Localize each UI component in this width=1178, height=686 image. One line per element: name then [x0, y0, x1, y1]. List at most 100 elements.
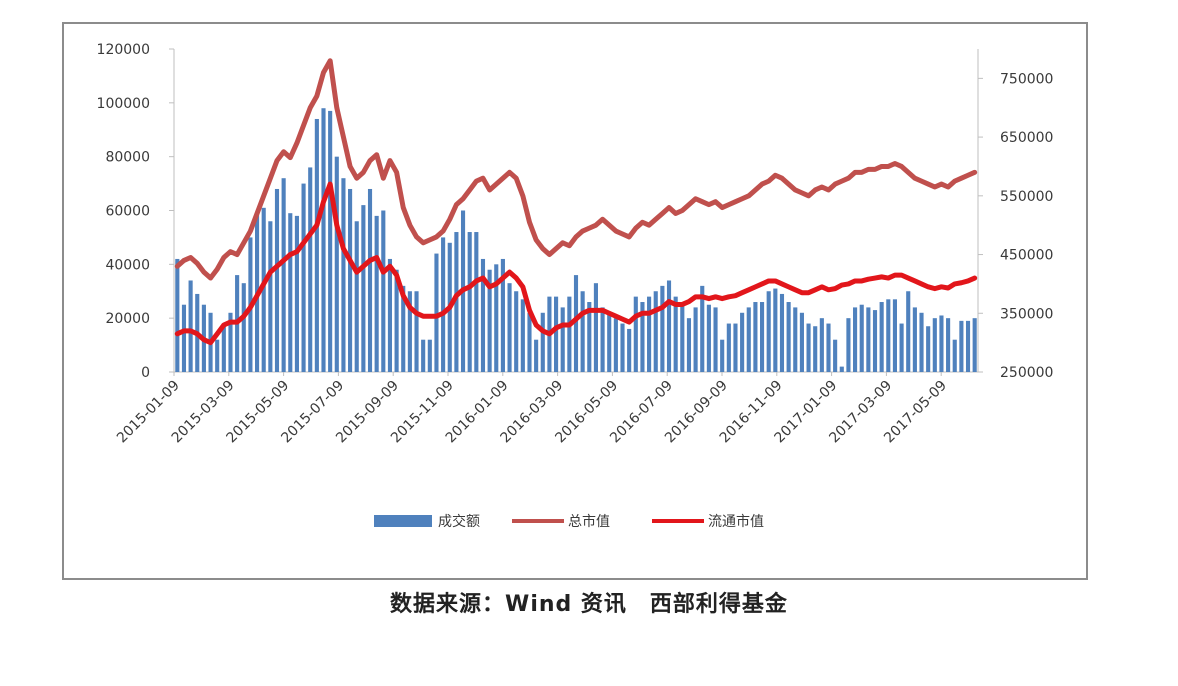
bar	[587, 302, 592, 372]
bar	[806, 323, 811, 372]
line-total-market-value	[174, 58, 978, 281]
bar	[759, 302, 765, 372]
bar	[899, 323, 904, 372]
bar	[367, 188, 373, 372]
bar	[560, 307, 565, 372]
bar	[753, 302, 758, 372]
bar	[700, 285, 705, 372]
bar	[215, 339, 220, 372]
bar	[713, 307, 718, 372]
bar	[620, 323, 625, 372]
bar	[819, 318, 824, 372]
bar	[361, 205, 366, 372]
bar	[593, 283, 598, 372]
bar	[261, 207, 266, 372]
left-tick-label: 40000	[105, 257, 150, 273]
bar	[228, 312, 233, 372]
bar	[441, 237, 446, 372]
bar	[859, 304, 864, 372]
bar	[779, 293, 785, 372]
bar	[334, 156, 339, 372]
bar	[833, 339, 838, 372]
bar	[607, 312, 612, 372]
bar	[939, 315, 944, 372]
bar	[181, 304, 187, 372]
bar	[580, 291, 585, 372]
bar	[474, 232, 479, 372]
bar	[487, 269, 492, 372]
tick-labels: 0 20000 40000 60000 80000 100000 120000 250000 3…	[97, 42, 1054, 446]
bar	[720, 339, 725, 372]
bar	[813, 326, 818, 372]
bar	[328, 110, 333, 372]
bar	[866, 307, 871, 372]
bar	[773, 288, 778, 372]
legend-label-float: 流通市值	[708, 513, 764, 530]
source-note: 数据来源：Wind 资讯 西部利得基金	[390, 592, 788, 617]
bar	[892, 299, 897, 372]
bar	[686, 318, 692, 372]
bar	[454, 232, 459, 372]
bar	[746, 307, 751, 372]
bar	[421, 339, 426, 372]
bar	[972, 318, 977, 372]
legend: 成交额 总市值 流通市值	[374, 513, 764, 530]
bar	[633, 296, 638, 372]
bar	[308, 167, 313, 372]
line-series-layer	[174, 58, 978, 346]
bar	[846, 318, 851, 372]
right-tick-label: 550000	[1000, 189, 1053, 205]
left-tick-label: 0	[141, 365, 150, 381]
bar	[534, 339, 539, 372]
bar	[613, 318, 618, 372]
right-tick-label: 250000	[1000, 365, 1053, 381]
bar	[321, 108, 326, 372]
bar	[693, 307, 698, 372]
bar	[268, 221, 273, 372]
bar	[640, 302, 645, 372]
bar	[766, 291, 771, 372]
left-tick-label: 60000	[105, 204, 150, 220]
bar	[407, 291, 412, 372]
bar	[175, 258, 180, 372]
bar	[288, 213, 293, 372]
bar	[294, 215, 299, 372]
bar	[314, 118, 319, 372]
bar	[706, 304, 711, 372]
bar	[926, 326, 931, 372]
bar	[627, 328, 632, 372]
bar	[567, 296, 572, 372]
left-tick-label: 20000	[105, 311, 150, 327]
bar	[653, 291, 658, 372]
legend-label-total: 总市值	[568, 513, 610, 530]
bar	[394, 269, 399, 372]
bar	[786, 302, 791, 372]
right-tick-label: 750000	[1000, 71, 1053, 87]
left-tick-label: 120000	[97, 42, 150, 58]
bar	[919, 312, 924, 372]
bar	[188, 280, 193, 372]
bar	[401, 285, 406, 372]
bar	[514, 291, 519, 372]
bar	[853, 307, 858, 372]
bar	[793, 307, 798, 372]
bar	[886, 299, 891, 372]
bar	[500, 258, 505, 372]
bar	[872, 310, 878, 372]
bar	[480, 258, 486, 372]
bar	[427, 339, 432, 372]
right-tick-label: 450000	[1000, 248, 1053, 264]
chart-frame: 0 20000 40000 60000 80000 100000 120000 250000 3…	[62, 22, 1088, 580]
bar	[839, 366, 844, 372]
bar	[274, 188, 280, 372]
bar	[733, 323, 738, 372]
bar	[507, 283, 512, 372]
bar	[726, 323, 731, 372]
bar	[952, 339, 957, 372]
bar	[354, 221, 359, 372]
bar	[527, 312, 532, 372]
bar	[221, 323, 226, 372]
bar	[912, 307, 917, 372]
bar	[520, 299, 525, 372]
bar	[301, 183, 306, 372]
